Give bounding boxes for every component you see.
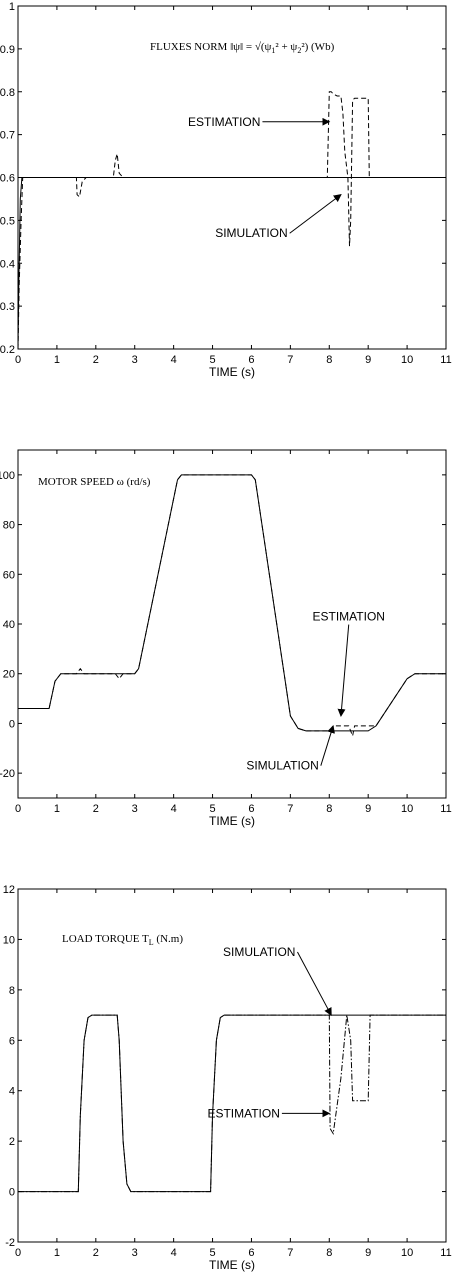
- series-line-estimation: [17, 91, 446, 350]
- y-tick-label: -20: [0, 768, 15, 780]
- x-tick-label: 11: [440, 1247, 451, 1259]
- x-tick-label: 5: [209, 803, 215, 815]
- annotation-simulation: SIMULATION: [246, 759, 318, 773]
- x-tick-label: 1: [54, 354, 60, 366]
- x-tick-label: 9: [365, 354, 371, 366]
- y-tick-label: 40: [3, 619, 15, 631]
- x-tick-label: 6: [248, 1247, 254, 1259]
- y-tick-label: 0.3: [0, 301, 15, 313]
- annotation-simulation: SIMULATION: [223, 945, 295, 959]
- x-tick-label: 3: [132, 354, 138, 366]
- chart-motor-speed: 0 1 2 3 4 5 6 7 8 9 10 11 -20 0 20 40 60 80 100 TIME (s) EST…: [0, 449, 452, 828]
- y-tick-label: 0.5: [0, 215, 15, 227]
- x-tick-label: 4: [171, 354, 177, 366]
- x-tick-label: 2: [93, 1247, 99, 1259]
- y-tick-label: 12: [3, 884, 15, 896]
- x-tick-label: 7: [287, 803, 293, 815]
- x-tick-label: 9: [365, 1247, 371, 1259]
- y-tick-label: 80: [3, 520, 15, 532]
- y-tick-label: 20: [3, 669, 15, 681]
- chart-title: MOTOR SPEED ω (rd/s): [38, 476, 151, 488]
- series-line-estimation: [18, 1014, 446, 1193]
- annotation-estimation: ESTIMATION: [188, 115, 260, 129]
- y-tick-label: 0.4: [0, 258, 15, 270]
- series-line-simulation: [18, 1014, 446, 1193]
- y-tick-label: 10: [3, 934, 15, 946]
- x-axis-label: TIME (s): [209, 1258, 255, 1272]
- x-tick-label: 8: [326, 803, 332, 815]
- x-tick-label: 0: [15, 1247, 21, 1259]
- x-tick-label: 2: [93, 354, 99, 366]
- y-tick-label: 0.8: [0, 87, 15, 99]
- x-tick-label: 4: [171, 1247, 177, 1259]
- x-axis-label: TIME (s): [209, 814, 255, 828]
- y-tick-label: 6: [9, 1035, 15, 1047]
- x-tick-label: 5: [209, 354, 215, 366]
- x-tick-label: 5: [209, 1247, 215, 1259]
- x-tick-label: 1: [54, 1247, 60, 1259]
- x-tick-label: 11: [440, 354, 451, 366]
- annotation-estimation: ESTIMATION: [207, 1106, 279, 1120]
- y-tick-label: 0.2: [0, 344, 15, 356]
- x-tick-label: 7: [287, 354, 293, 366]
- chart-title: FLUXES NORM ‖ψ‖ = √(ψ1² + ψ2²) (Wb): [150, 41, 335, 55]
- plot-frame: [17, 449, 447, 799]
- annotation-arrow: [337, 624, 350, 717]
- x-tick-label: 10: [401, 803, 413, 815]
- y-tick-label: 0: [9, 718, 15, 730]
- y-tick-label: 0.9: [0, 44, 15, 56]
- series-line-simulation: [18, 474, 446, 732]
- x-tick-label: 6: [248, 354, 254, 366]
- y-tick-label: 1: [9, 1, 15, 13]
- x-tick-label: 1: [54, 803, 60, 815]
- y-tick-label: 4: [9, 1086, 15, 1098]
- annotation-arrow: [289, 194, 342, 234]
- annotation-arrow: [297, 951, 332, 1016]
- x-tick-label: 10: [401, 1247, 413, 1259]
- annotation-estimation: ESTIMATION: [313, 610, 385, 624]
- x-tick-label: 4: [171, 803, 177, 815]
- y-tick-label: 2: [9, 1136, 15, 1148]
- plot-frame: [17, 888, 447, 1243]
- x-tick-label: 3: [132, 803, 138, 815]
- series-line-simulation: [17, 177, 446, 350]
- y-tick-label: 0: [9, 1187, 15, 1199]
- annotation-arrow: [320, 724, 335, 766]
- x-axis-label: TIME (s): [209, 365, 255, 379]
- annotation-simulation: SIMULATION: [215, 226, 287, 240]
- x-tick-label: 0: [15, 354, 21, 366]
- chart-fluxes-norm: 0 1 2 3 4 5 6 7 8 9 10 11 0.2 0.3 0.4 0.5 0.6 0.7 0.8 0.9 1 T…: [0, 1, 452, 379]
- y-tick-label: 100: [0, 470, 15, 482]
- x-tick-label: 9: [365, 803, 371, 815]
- y-tick-label: 8: [9, 985, 15, 997]
- x-tick-label: 10: [401, 354, 413, 366]
- x-tick-label: 2: [93, 803, 99, 815]
- x-tick-label: 8: [326, 354, 332, 366]
- y-tick-label: 0.7: [0, 130, 15, 142]
- x-tick-label: 6: [248, 803, 254, 815]
- y-tick-label: -2: [5, 1237, 15, 1249]
- x-tick-label: 11: [440, 803, 451, 815]
- x-tick-label: 3: [132, 1247, 138, 1259]
- x-tick-label: 7: [287, 1247, 293, 1259]
- y-tick-label: 0.6: [0, 173, 15, 185]
- series-line-estimation: [18, 474, 446, 738]
- x-tick-label: 8: [326, 1247, 332, 1259]
- chart-title: LOAD TORQUE TL (N.m): [62, 933, 183, 947]
- y-tick-label: 60: [3, 569, 15, 581]
- x-tick-label: 0: [15, 803, 21, 815]
